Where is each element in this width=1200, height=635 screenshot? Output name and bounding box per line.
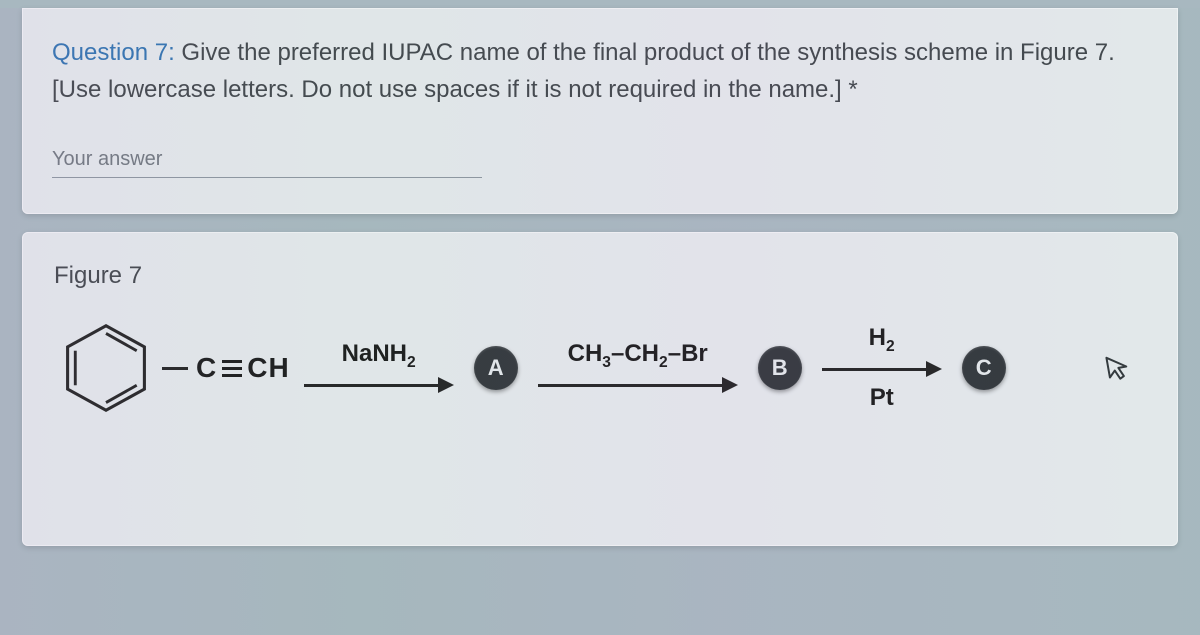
question-card: Question 7: Give the preferred IUPAC nam…	[22, 8, 1178, 214]
reagent-2: CH3–CH2–Br	[568, 340, 708, 372]
question-body: Give the preferred IUPAC name of the fin…	[52, 39, 1115, 103]
carbon-c1: C	[196, 352, 217, 384]
alkyne-group: C CH	[196, 352, 290, 384]
reagent-1-base: NaNH	[342, 340, 407, 367]
r3-h: H	[869, 324, 886, 351]
figure-title: Figure 7	[54, 262, 1148, 290]
r2-ch3: CH	[568, 340, 603, 367]
arrow-step-3: H2 Pt	[822, 324, 942, 412]
r2-ch2-sub: 2	[659, 354, 668, 371]
r3-h-sub: 2	[886, 338, 895, 355]
r2-br: Br	[681, 340, 708, 367]
arrow-icon	[538, 374, 738, 396]
intermediate-a: A	[474, 346, 518, 390]
question-label: Question 7:	[52, 39, 175, 66]
answer-input[interactable]: Your answer	[52, 148, 482, 178]
r2-dash2: –	[668, 340, 681, 367]
arrow-icon	[822, 358, 942, 380]
figure-card: Figure 7 C CH NaNH2 A CH3–CH2–Br	[22, 232, 1178, 546]
benzene-ring-icon	[58, 320, 154, 416]
product-c: C	[962, 346, 1006, 390]
triple-bond-icon	[222, 360, 242, 377]
reagent-3-top: H2	[869, 324, 895, 356]
arrow-step-2: CH3–CH2–Br	[538, 340, 738, 396]
synthesis-scheme: C CH NaNH2 A CH3–CH2–Br B H2 Pt C	[52, 320, 1148, 416]
reagent-3-bot: Pt	[870, 384, 894, 412]
reagent-1: NaNH2	[342, 340, 416, 372]
question-text: Question 7: Give the preferred IUPAC nam…	[52, 34, 1148, 108]
carbon-ch: CH	[247, 352, 289, 384]
arrow-icon	[304, 374, 454, 396]
r2-ch3-sub: 3	[602, 354, 611, 371]
bond-line	[162, 367, 188, 370]
reagent-1-sub: 2	[407, 354, 416, 371]
arrow-step-1: NaNH2	[304, 340, 454, 396]
r2-ch2: CH	[624, 340, 659, 367]
r2-dash1: –	[611, 340, 624, 367]
intermediate-b: B	[758, 346, 802, 390]
